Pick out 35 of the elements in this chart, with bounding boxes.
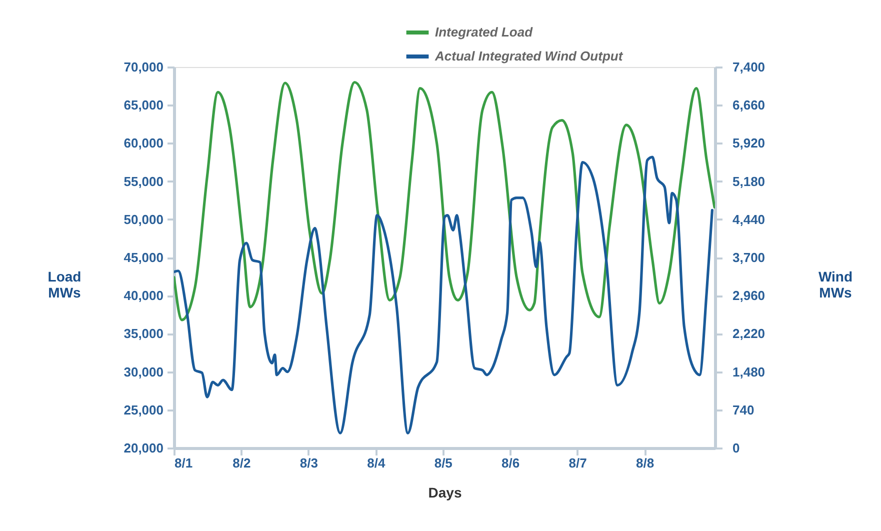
y2-tick-label: 0 — [732, 440, 740, 456]
y2-tick-label: 5,920 — [732, 136, 766, 151]
y-tick-label: 70,000 — [124, 60, 164, 74]
legend-label: Actual Integrated Wind Output — [434, 48, 624, 64]
y-axis-title: Load MWs — [48, 268, 82, 300]
y2-tick-label: 2,960 — [732, 288, 766, 304]
y-tick-label: 60,000 — [124, 136, 164, 151]
y-tick-label: 30,000 — [124, 364, 164, 380]
y2-tick-label: 1,480 — [732, 364, 766, 380]
y2-tick-label: 7,400 — [732, 60, 766, 74]
y2-tick-label: 3,700 — [732, 250, 766, 265]
y2-tick-label: 6,660 — [732, 98, 766, 113]
y2-tick-label: 5,180 — [732, 174, 766, 189]
y-tick-label: 20,000 — [124, 440, 164, 456]
y-tick-label: 35,000 — [124, 326, 164, 342]
x-tick-label: 8/5 — [434, 456, 452, 470]
y2-tick-label: 740 — [732, 402, 754, 418]
y2-tick-label: 4,440 — [732, 212, 766, 227]
x-tick-label: 8/3 — [300, 456, 318, 470]
x-tick-label: 8/4 — [367, 456, 386, 470]
x-tick-label: 8/2 — [232, 456, 251, 470]
y-tick-label: 25,000 — [124, 402, 164, 418]
y-tick-label: 50,000 — [124, 212, 164, 227]
x-tick-label: 8/1 — [174, 456, 193, 470]
y-tick-label: 45,000 — [124, 250, 164, 265]
y2-tick-label: 2,220 — [732, 326, 766, 342]
y-tick-label: 40,000 — [124, 288, 164, 304]
y-tick-label: 55,000 — [124, 174, 164, 189]
y2-axis-title: Wind MWs — [818, 268, 853, 300]
y-tick-label: 65,000 — [124, 98, 164, 113]
legend-label: Integrated Load — [435, 24, 534, 40]
x-tick-label: 8/7 — [568, 456, 587, 470]
x-tick-label: 8/6 — [502, 456, 520, 470]
x-tick-label: 8/8 — [636, 456, 654, 470]
x-axis-title: Days — [428, 484, 462, 500]
